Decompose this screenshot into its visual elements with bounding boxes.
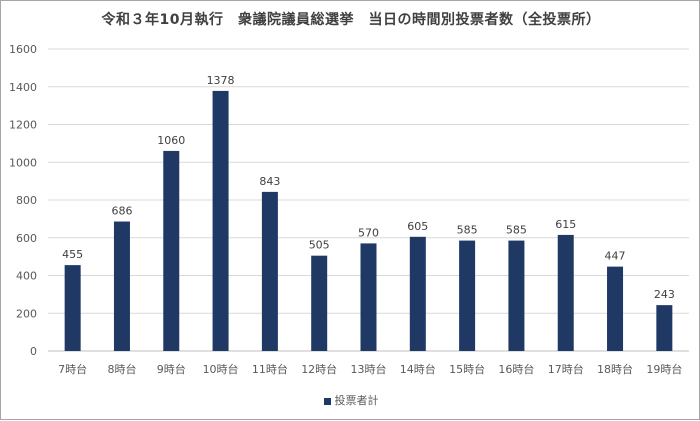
bar (459, 240, 476, 351)
y-tick-label: 1200 (9, 119, 37, 132)
data-label: 447 (605, 250, 626, 263)
bar (64, 265, 81, 351)
bar (508, 240, 525, 351)
y-tick-label: 0 (30, 345, 37, 358)
bar (261, 191, 278, 351)
bar (656, 305, 673, 351)
x-tick-label: 9時台 (157, 362, 186, 376)
x-tick-label: 13時台 (351, 362, 387, 376)
y-tick-label: 600 (16, 232, 37, 245)
legend: 投票者計 (1, 392, 700, 408)
data-label: 505 (309, 239, 330, 252)
x-tick-label: 17時台 (548, 362, 584, 376)
bar (409, 236, 426, 351)
data-label: 843 (259, 175, 280, 188)
x-tick-label: 8時台 (107, 362, 136, 376)
bar (557, 234, 574, 351)
x-tick-label: 7時台 (58, 362, 87, 376)
legend-swatch (323, 397, 331, 405)
data-label: 570 (358, 226, 379, 239)
x-tick-label: 10時台 (203, 362, 239, 376)
x-tick-label: 12時台 (301, 362, 337, 376)
bar (311, 255, 328, 351)
data-label: 585 (457, 224, 478, 237)
data-label: 243 (654, 288, 675, 301)
data-label: 1060 (157, 134, 185, 147)
data-label: 585 (506, 224, 527, 237)
data-label: 455 (62, 248, 83, 261)
bar (163, 150, 180, 351)
bar (607, 266, 624, 351)
data-label: 615 (555, 218, 576, 231)
x-tick-label: 19時台 (646, 362, 682, 376)
x-tick-label: 14時台 (400, 362, 436, 376)
y-tick-label: 1400 (9, 81, 37, 94)
legend-label: 投票者計 (334, 394, 379, 407)
y-tick-label: 800 (16, 194, 37, 207)
x-tick-label: 18時台 (597, 362, 633, 376)
chart-title: 令和３年10月執行 衆議院議員総選挙 当日の時間別投票者数（全投票所） (101, 12, 601, 28)
bar (113, 221, 130, 351)
y-tick-label: 400 (16, 270, 37, 283)
bar (212, 90, 229, 351)
data-label: 686 (111, 205, 132, 218)
data-label: 605 (407, 220, 428, 233)
x-tick-label: 15時台 (449, 362, 485, 376)
x-tick-label: 16時台 (498, 362, 534, 376)
y-tick-label: 1600 (9, 43, 37, 56)
y-tick-label: 1000 (9, 156, 37, 169)
data-label: 1378 (207, 74, 235, 87)
y-tick-label: 200 (16, 307, 37, 320)
x-tick-label: 11時台 (252, 362, 288, 376)
bar (360, 243, 377, 351)
